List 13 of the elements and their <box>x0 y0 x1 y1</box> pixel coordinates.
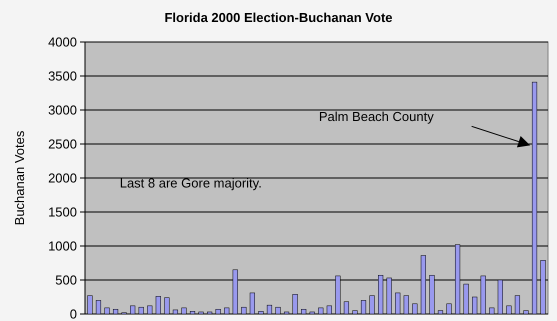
y-tick-label: 3500 <box>48 68 77 84</box>
y-axis-title: Buchanan Votes <box>12 130 27 226</box>
y-tick-label: 0 <box>70 306 77 321</box>
annotation: Palm Beach County <box>318 108 434 124</box>
y-tick-label: 500 <box>55 272 77 288</box>
y-tick-label: 3000 <box>48 102 77 118</box>
annotation: Last 8 are Gore majority. <box>120 176 262 191</box>
y-tick-label: 2500 <box>48 136 77 152</box>
y-tick-label: 4000 <box>48 34 77 50</box>
y-tick-label: 1000 <box>48 238 77 254</box>
y-tick-label: 2000 <box>48 170 77 186</box>
y-tick-label: 1500 <box>48 204 77 220</box>
chart-title: Florida 2000 Election-Buchanan Vote <box>164 10 393 25</box>
